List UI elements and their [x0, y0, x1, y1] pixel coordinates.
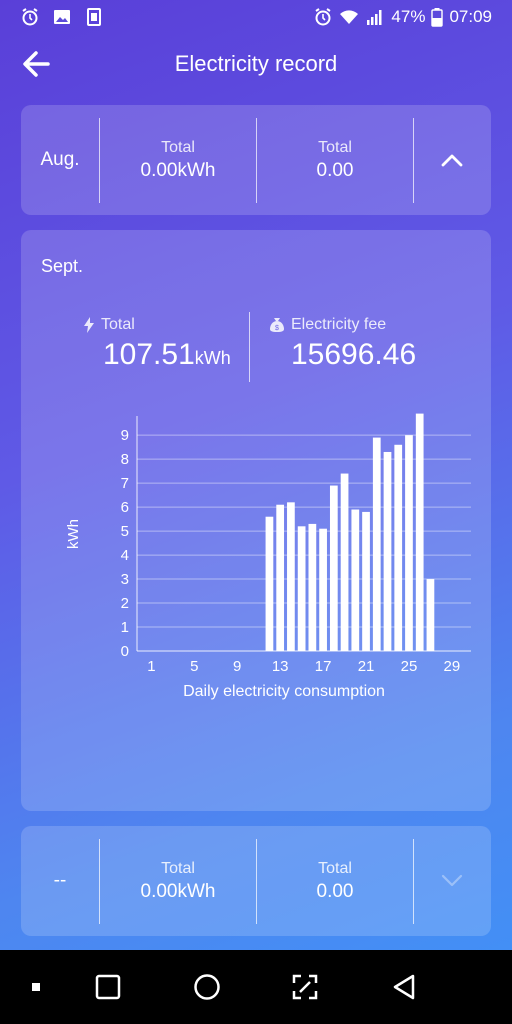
- y-tick-label: 5: [121, 523, 129, 540]
- triangle-back-icon[interactable]: [384, 967, 424, 1007]
- x-tick-label: 25: [401, 658, 418, 675]
- month-summary-aug[interactable]: Aug. Total 0.00kWh Total 0.00: [21, 105, 491, 215]
- clock: 07:09: [449, 7, 492, 26]
- bar: [340, 473, 349, 651]
- bar: [372, 437, 381, 651]
- svg-text:$: $: [275, 325, 279, 332]
- total-fee-value: 0.00: [316, 881, 354, 902]
- recent-dot-icon[interactable]: [16, 967, 56, 1007]
- total-fee-cell: Total 0.00: [257, 860, 413, 903]
- alarm-icon: [22, 8, 38, 26]
- x-tick-label: 21: [358, 658, 375, 675]
- signal-icon: [367, 10, 382, 25]
- total-energy-value: 0.00kWh: [140, 881, 216, 902]
- y-tick-label: 1: [121, 619, 129, 636]
- total-energy-unit: kWh: [194, 348, 231, 368]
- x-tick-label: 1: [147, 658, 155, 675]
- page-title: Electricity record: [174, 51, 338, 76]
- total-energy-cell: Total 0.00kWh: [100, 139, 256, 182]
- x-tick-label: 13: [272, 658, 289, 675]
- square-icon[interactable]: [88, 967, 128, 1007]
- electricity-fee-label: Electricity fee: [291, 316, 387, 333]
- y-tick-label: 0: [121, 643, 129, 660]
- x-tick-label: 5: [190, 658, 198, 675]
- total-fee-value: 0.00: [316, 160, 354, 181]
- bar: [415, 413, 424, 651]
- collapse-button[interactable]: [413, 105, 491, 215]
- y-tick-label: 4: [121, 547, 129, 564]
- total-energy-stat: Total 107.51kWh: [83, 316, 231, 372]
- system-nav-bar: [0, 950, 512, 1024]
- month-label: --: [53, 870, 67, 891]
- total-energy-label: Total: [161, 860, 195, 877]
- electricity-fee-value: 15696.46: [291, 338, 417, 371]
- total-energy-value: 107.51kWh: [103, 338, 231, 372]
- total-fee-label: Total: [318, 860, 352, 877]
- battery-icon: [431, 8, 444, 27]
- bar: [265, 516, 274, 651]
- wifi-icon: [340, 10, 359, 24]
- divider: [99, 839, 100, 924]
- bar: [319, 528, 327, 651]
- back-arrow-icon[interactable]: [18, 46, 56, 82]
- lightning-icon: [84, 317, 94, 333]
- status-bar: 47% 07:09: [0, 0, 512, 34]
- y-tick-label: 7: [121, 475, 129, 492]
- electricity-fee-stat: $ Electricity fee 15696.46: [269, 316, 416, 372]
- bar: [426, 579, 435, 651]
- y-tick-label: 9: [121, 427, 129, 444]
- money-bag-icon: $: [270, 318, 284, 332]
- bar: [405, 435, 413, 651]
- circle-home-icon[interactable]: [187, 967, 227, 1007]
- total-energy-cell: Total 0.00kWh: [100, 860, 256, 903]
- total-energy-label: Total: [101, 316, 135, 333]
- bar: [276, 504, 285, 651]
- bar: [394, 444, 403, 651]
- divider: [413, 839, 414, 924]
- month-summary-next[interactable]: -- Total 0.00kWh Total 0.00: [21, 826, 491, 936]
- bar: [329, 485, 338, 651]
- divider: [256, 118, 257, 203]
- divider: [249, 312, 250, 382]
- total-fee-label: Total: [318, 139, 352, 156]
- bar: [308, 523, 317, 651]
- month-detail-sept: Sept. Total 107.51kWh $ Electricity fee …: [21, 230, 491, 811]
- chevron-down-icon: [441, 874, 463, 887]
- x-tick-label: 9: [233, 658, 241, 675]
- y-tick-label: 2: [121, 595, 129, 612]
- bar: [383, 451, 392, 651]
- total-fee-cell: Total 0.00: [257, 139, 413, 182]
- month-label: Sept.: [41, 256, 84, 276]
- daily-consumption-chart: kWh Daily electricity consumption 0 1 2 3 4 5…: [65, 413, 471, 700]
- x-axis-label: Daily electricity consumption: [183, 683, 385, 700]
- x-tick-label: 29: [444, 658, 461, 675]
- divider: [256, 839, 257, 924]
- y-tick-label: 3: [121, 571, 129, 588]
- divider: [413, 118, 414, 203]
- y-tick-label: 8: [121, 451, 129, 468]
- bar: [351, 509, 360, 651]
- divider: [99, 118, 100, 203]
- image-icon: [54, 10, 70, 24]
- expand-button[interactable]: [413, 826, 491, 936]
- total-energy-label: Total: [161, 139, 195, 156]
- total-energy-value: 0.00kWh: [140, 160, 216, 181]
- battery-percent: 47%: [391, 7, 426, 26]
- y-tick-label: 6: [121, 499, 129, 516]
- y-axis-label: kWh: [65, 519, 82, 549]
- screenshot-icon[interactable]: [285, 967, 325, 1007]
- bar: [287, 502, 295, 651]
- total-energy-number: 107.51: [103, 338, 195, 371]
- clipboard-icon: [87, 8, 101, 26]
- bar: [362, 511, 370, 651]
- month-label: Aug.: [40, 149, 80, 170]
- alarm-icon: [315, 8, 331, 26]
- bar: [297, 526, 306, 651]
- chevron-up-icon: [441, 154, 463, 167]
- x-tick-label: 17: [315, 658, 332, 675]
- app-header: Electricity record: [0, 34, 512, 94]
